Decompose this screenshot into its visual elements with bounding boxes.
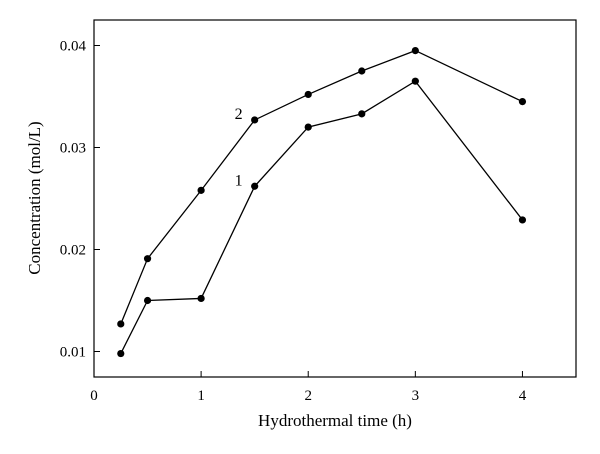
data-point xyxy=(518,98,527,106)
data-point xyxy=(197,294,205,303)
data-point xyxy=(358,110,366,118)
y-axis-title: Concentration (mol/L) xyxy=(25,121,44,274)
series-label: 2 xyxy=(235,106,243,123)
data-point xyxy=(411,77,419,85)
data-point xyxy=(143,255,152,263)
data-point xyxy=(251,116,259,124)
y-axis: 0.01 0.02 0.03 0.04 xyxy=(60,39,100,361)
series-label: 1 xyxy=(235,172,243,189)
x-tick-label: 2 xyxy=(304,388,312,404)
data-point xyxy=(117,320,125,328)
series-layer: 12 xyxy=(117,47,527,358)
data-point xyxy=(117,349,125,358)
y-tick-label: 0.04 xyxy=(60,39,87,55)
y-tick-label: 0.01 xyxy=(60,345,86,361)
y-tick-label: 0.02 xyxy=(60,243,86,259)
series-line xyxy=(120,80,523,354)
y-tick-label: 0.03 xyxy=(60,141,86,157)
data-point xyxy=(358,67,366,75)
x-tick-label: 1 xyxy=(197,388,205,404)
x-tick-label: 3 xyxy=(412,388,420,404)
data-point xyxy=(411,47,419,55)
x-tick-label: 4 xyxy=(519,388,527,404)
series-1: 1 xyxy=(117,77,527,358)
plot-frame xyxy=(93,19,577,378)
data-point xyxy=(304,90,312,99)
data-point xyxy=(304,123,312,131)
data-point xyxy=(251,182,259,190)
data-point xyxy=(197,186,205,194)
data-point xyxy=(143,296,152,305)
series-line xyxy=(120,49,523,325)
x-tick-label: 0 xyxy=(90,388,98,404)
data-point xyxy=(518,216,527,224)
series-2: 2 xyxy=(117,47,527,328)
x-axis: 0 1 2 3 4 xyxy=(90,371,527,404)
x-axis-title: Hydrothermal time (h) xyxy=(258,411,412,430)
